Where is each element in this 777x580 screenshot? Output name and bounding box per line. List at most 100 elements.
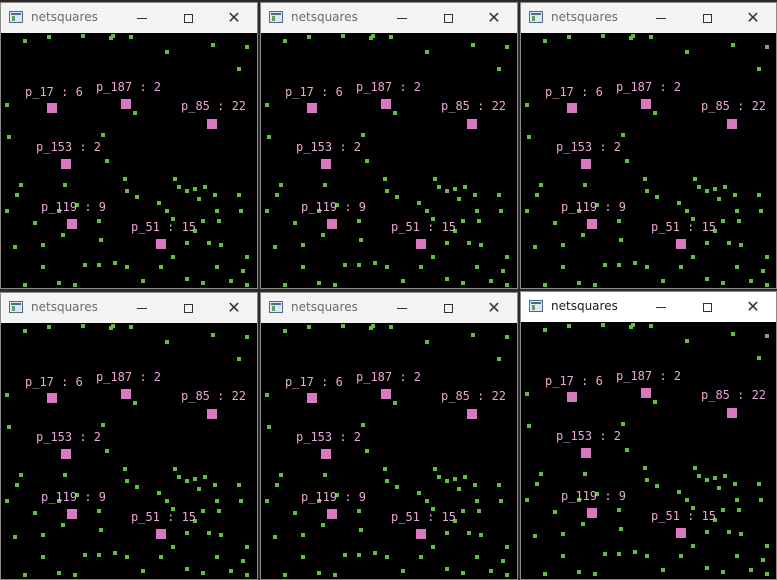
app-window-icon [269,11,283,23]
close-button[interactable]: ✕ [730,3,776,33]
maximize-button[interactable] [165,3,211,33]
maximize-button[interactable] [684,3,730,33]
close-button[interactable]: ✕ [211,3,257,33]
particle [361,133,365,137]
node-square-p-51 [676,239,686,249]
simulation-canvas[interactable]: p_17 : 6 p_187 : 2 p_85 : 22 p_153 : 2 p_119… [261,33,517,288]
close-button[interactable]: ✕ [471,3,517,33]
particle [47,325,51,329]
maximize-button[interactable] [165,293,211,323]
particle [723,185,727,189]
minimize-icon [656,306,666,308]
title-bar[interactable]: netsquares ✕ [521,3,776,33]
close-button[interactable]: ✕ [211,293,257,323]
particle [239,499,243,503]
minimize-button[interactable] [638,292,684,322]
minimize-button[interactable] [379,293,425,323]
particle [193,187,197,191]
simulation-canvas[interactable]: p_17 : 6 p_187 : 2 p_85 : 22 p_153 : 2 p_119… [521,33,776,288]
close-button[interactable]: ✕ [471,293,517,323]
particle [691,544,695,548]
particle [765,334,769,338]
particle [717,486,721,490]
particle [713,187,717,191]
particle [239,209,243,213]
title-bar[interactable]: netsquares ✕ [261,3,517,33]
particle [33,221,37,225]
particle [99,528,103,532]
particle [475,499,479,503]
node-square-p-85 [727,408,737,418]
particle [561,532,565,536]
node-square-p-153 [61,449,71,459]
minimize-button[interactable] [379,3,425,33]
maximize-button[interactable] [684,292,730,322]
minimize-button[interactable] [119,293,165,323]
particle [73,573,77,577]
node-label-p-187: p_187 : 2 [616,369,682,383]
simulation-canvas[interactable]: p_17 : 6 p_187 : 2 p_85 : 22 p_153 : 2 p_119… [1,33,257,288]
particle [617,263,621,267]
particle [739,243,743,247]
maximize-button[interactable] [425,293,471,323]
minimize-button[interactable] [119,3,165,33]
maximize-icon [183,13,193,23]
particle [97,263,101,267]
particle [475,555,479,559]
particle [463,475,467,479]
particle [445,189,449,193]
title-bar[interactable]: netsquares ✕ [1,293,257,323]
particle [265,103,269,107]
particle [361,423,365,427]
particle [497,483,501,487]
node-square-p-119 [587,219,597,229]
particle [265,209,269,213]
simulation-canvas[interactable]: p_17 : 6 p_187 : 2 p_85 : 22 p_153 : 2 p_119… [521,322,776,579]
close-button[interactable]: ✕ [730,292,776,322]
particle [595,203,599,207]
node-label-p-17: p_17 : 6 [285,85,343,99]
minimize-button[interactable] [638,3,684,33]
node-square-p-153 [61,159,71,169]
particle [445,277,449,281]
particle [279,183,283,187]
particle [705,478,709,482]
node-label-p-51: p_51 : 15 [131,220,197,234]
node-label-p-51: p_51 : 15 [651,509,717,523]
particle [159,555,163,559]
particle [317,571,321,575]
node-square-p-85 [207,409,217,419]
particle [621,422,625,426]
particle [489,279,493,283]
particle [685,209,689,213]
particle [583,472,587,476]
particle [301,265,305,269]
particle [207,531,211,535]
title-bar[interactable]: netsquares ✕ [1,3,257,33]
title-bar[interactable]: netsquares ✕ [261,293,517,323]
window-title: netsquares [551,299,618,313]
maximize-icon [702,13,712,23]
particle [643,177,647,181]
particle [19,473,23,477]
simulation-canvas[interactable]: p_17 : 6 p_187 : 2 p_85 : 22 p_153 : 2 p_119… [1,323,257,579]
maximize-button[interactable] [425,3,471,33]
node-square-p-17 [567,392,577,402]
particle [273,535,277,539]
particle [471,43,475,47]
particle [365,449,369,453]
title-bar[interactable]: netsquares ✕ [521,292,776,322]
node-label-p-119: p_119 : 9 [301,490,367,504]
node-square-p-17 [307,103,317,113]
particle [593,572,597,576]
particle [317,499,321,503]
particle [165,50,169,54]
simulation-canvas[interactable]: p_17 : 6 p_187 : 2 p_85 : 22 p_153 : 2 p_119… [261,323,517,579]
particle [307,35,311,39]
particle [527,424,531,428]
particle [433,467,437,471]
close-icon: ✕ [227,8,241,27]
node-label-p-119: p_119 : 9 [301,200,367,214]
particle [369,326,373,330]
particle [525,209,529,213]
